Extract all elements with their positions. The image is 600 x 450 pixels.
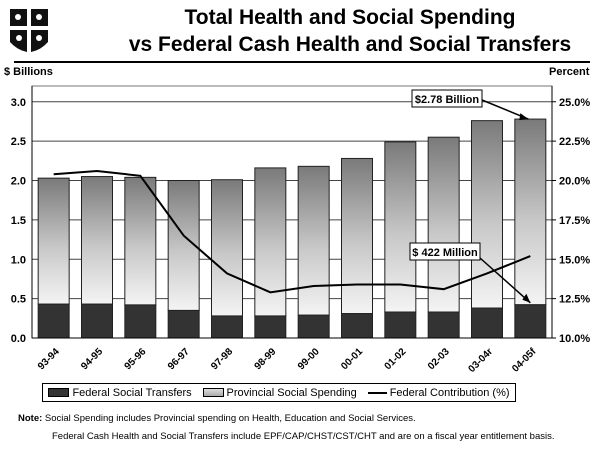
annotation-arrow-federal bbox=[479, 257, 531, 304]
title-divider bbox=[14, 61, 590, 63]
bar-provincial-94-95 bbox=[81, 176, 113, 305]
y2-tick-label: 15.0% bbox=[559, 254, 590, 266]
arrowhead-federal bbox=[522, 293, 531, 303]
x-tick-label: 01-02 bbox=[383, 346, 409, 372]
bar-provincial-98-99 bbox=[254, 167, 287, 317]
x-tick-label: 99-00 bbox=[296, 346, 322, 372]
x-tick-label: 98-99 bbox=[253, 346, 279, 372]
coat-of-arms-logo bbox=[10, 9, 48, 52]
annotation-total: $2.78 Billion bbox=[415, 94, 479, 106]
chart-title-line-2: vs Federal Cash Health and Social Transf… bbox=[128, 33, 572, 56]
y2-tick-label: 12.5% bbox=[559, 294, 590, 306]
x-tick-label: 02-03 bbox=[426, 346, 452, 372]
y-tick-label: 3.0 bbox=[11, 97, 26, 109]
bar-federal-94-95 bbox=[81, 303, 113, 339]
legend-item-contribution: Federal Contribution (%) bbox=[367, 386, 510, 399]
legend-label-provincial: Provincial Social Spending bbox=[226, 386, 357, 399]
bar-federal-01-02 bbox=[384, 311, 417, 339]
bar-provincial-95-96 bbox=[124, 176, 157, 306]
y2-tick-label: 10.0% bbox=[559, 333, 590, 345]
bar-provincial-99-00 bbox=[297, 165, 330, 316]
x-tick-label: 95-96 bbox=[123, 346, 149, 372]
x-tick-label: 97-98 bbox=[209, 346, 235, 372]
bar-federal-97-98 bbox=[211, 315, 243, 339]
legend-line-contribution bbox=[367, 391, 387, 394]
arrowhead-total bbox=[519, 113, 529, 121]
bar-provincial-04-05f bbox=[514, 118, 547, 306]
x-tick-label: 00-01 bbox=[339, 346, 365, 372]
bar-provincial-93-94 bbox=[37, 177, 70, 305]
line-federal-contribution bbox=[53, 170, 531, 294]
bar-federal-04-05f bbox=[514, 304, 547, 339]
annotation-box-total bbox=[411, 89, 483, 108]
x-tick-label: 96-97 bbox=[166, 346, 192, 372]
y-tick-label: 2.0 bbox=[11, 176, 26, 188]
bar-federal-95-96 bbox=[124, 304, 157, 339]
legend-item-federal: Federal Social Transfers bbox=[48, 386, 192, 399]
legend-label-contribution: Federal Contribution (%) bbox=[389, 386, 510, 399]
x-tick-label: 03-04r bbox=[467, 346, 496, 375]
bar-provincial-00-01 bbox=[341, 157, 373, 315]
y2-axis-title: Percent bbox=[549, 66, 590, 78]
y-tick-label: 1.0 bbox=[11, 254, 26, 266]
note-text-1: Social Spending includes Provincial spen… bbox=[44, 413, 416, 424]
y-tick-label: 2.5 bbox=[11, 136, 26, 148]
bar-provincial-97-98 bbox=[211, 179, 243, 317]
legend-swatch-federal bbox=[48, 388, 70, 397]
y-tick-label: 0.5 bbox=[11, 294, 26, 306]
chart: 0.0 0.5 1.0 1.5 2.0 2.5 3.0 10.0% 12.5% 15.0% 17.5… bbox=[11, 85, 590, 375]
x-tick-label: 94-95 bbox=[79, 346, 105, 372]
x-tick-label: 04-05f bbox=[510, 346, 539, 375]
bar-federal-99-00 bbox=[297, 314, 330, 339]
bar-federal-02-03 bbox=[427, 311, 460, 339]
note-line-1: Note: Social Spending includes Provincia… bbox=[18, 413, 416, 424]
y2-tick-label: 20.0% bbox=[559, 176, 590, 188]
annotation-box-federal bbox=[409, 242, 481, 261]
chart-title-line-1: Total Health and Social Spending bbox=[184, 6, 516, 29]
note-label: Note: bbox=[18, 413, 43, 424]
note-line-2: Federal Cash Health and Social Transfers… bbox=[52, 431, 555, 442]
y2-tick-label: 25.0% bbox=[559, 97, 590, 109]
y-tick-label: 0.0 bbox=[11, 333, 26, 345]
y-tick-label: 1.5 bbox=[11, 215, 26, 227]
y2-tick-label: 22.5% bbox=[559, 136, 590, 148]
bar-provincial-03-04r bbox=[471, 120, 503, 309]
annotation-federal: $ 422 Million bbox=[412, 247, 478, 259]
y-axis-title: $ Billions bbox=[4, 66, 53, 78]
bar-federal-98-99 bbox=[254, 315, 287, 339]
y2-tick-label: 17.5% bbox=[559, 215, 590, 227]
bar-federal-03-04r bbox=[471, 307, 503, 339]
legend-item-provincial: Provincial Social Spending bbox=[202, 386, 357, 399]
bar-federal-00-01 bbox=[341, 313, 373, 339]
bar-federal-93-94 bbox=[37, 303, 70, 339]
bar-provincial-02-03 bbox=[427, 136, 460, 313]
legend-label-federal: Federal Social Transfers bbox=[72, 386, 192, 399]
bar-federal-96-97 bbox=[167, 309, 200, 339]
legend: Federal Social Transfers Provincial Soci… bbox=[42, 383, 516, 402]
x-tick-label: 93-94 bbox=[36, 346, 62, 372]
legend-swatch-provincial bbox=[202, 388, 224, 397]
